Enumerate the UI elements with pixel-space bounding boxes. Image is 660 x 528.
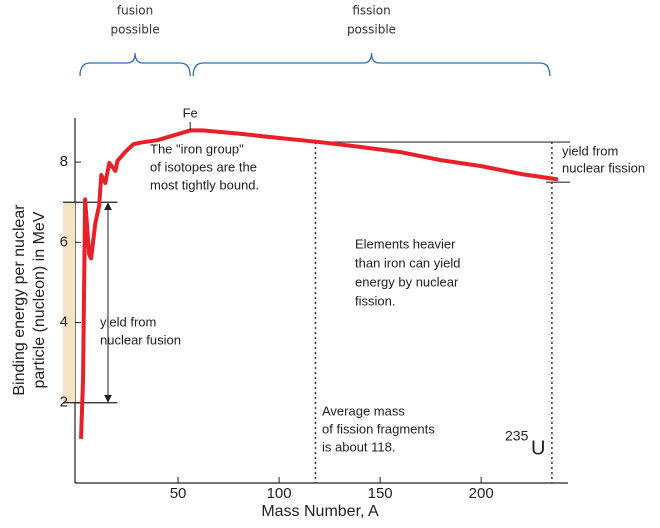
note: of isotopes are the — [150, 159, 257, 174]
note: fission. — [355, 293, 395, 308]
x-tick-label: 100 — [267, 485, 292, 502]
note: Average mass — [322, 403, 405, 418]
x-tick-label: 150 — [368, 485, 393, 502]
fusion-band — [63, 202, 75, 403]
iron-label: Fe — [183, 105, 198, 120]
region-label: possible — [111, 23, 160, 37]
y-axis-label: Binding energy per nuclear — [11, 204, 28, 396]
x-tick-label: 50 — [170, 485, 187, 502]
binding-curve — [79, 128, 559, 439]
region-brace — [192, 52, 551, 77]
note: is about 118. — [322, 439, 395, 454]
region-label: fusion — [117, 4, 153, 18]
y-tick-label: 6 — [60, 233, 68, 250]
region-label: fission — [352, 4, 390, 18]
region-label: possible — [347, 23, 396, 37]
note: The "iron group" — [150, 141, 244, 156]
fusion-yield-label: nuclear fusion — [100, 332, 181, 347]
y-tick-label: 4 — [60, 314, 68, 331]
note: than iron can yield — [355, 255, 461, 270]
note: most tightly bound. — [150, 177, 259, 192]
x-tick-label: 200 — [469, 485, 494, 502]
y-tick-label: 8 — [60, 153, 68, 170]
uranium-mass: 235 — [505, 428, 529, 444]
uranium-symbol: U — [531, 437, 545, 459]
y-axis-label: particle (nucleon) in MeV — [31, 211, 48, 388]
fission-yield-label: yield from — [562, 143, 618, 158]
fusion-yield-label: yield from — [100, 314, 156, 329]
x-axis-label: Mass Number, A — [261, 503, 379, 520]
fission-yield-label: nuclear fission — [562, 160, 645, 175]
region-brace — [79, 52, 191, 77]
note: Elements heavier — [355, 236, 456, 251]
note: energy by nuclear — [355, 274, 459, 289]
note: of fission fragments — [322, 421, 435, 436]
